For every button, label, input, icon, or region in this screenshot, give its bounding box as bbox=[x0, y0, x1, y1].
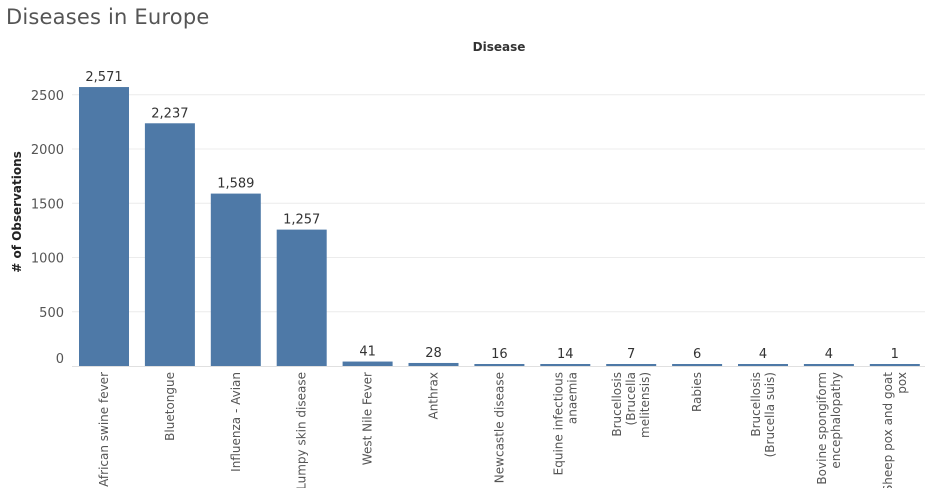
y-tick-label: 1500 bbox=[31, 197, 64, 212]
category-label: African swine fever bbox=[97, 372, 111, 487]
data-label: 4 bbox=[825, 347, 833, 362]
category-labels: African swine fever Bluetongue Influenza -… bbox=[97, 372, 909, 488]
data-label: 1,589 bbox=[217, 177, 254, 192]
category-label: Sheep pox and goat bbox=[881, 372, 895, 488]
y-tick-label: 1000 bbox=[31, 252, 64, 267]
data-label: 2,237 bbox=[151, 106, 188, 121]
category-label: (Brucella suis) bbox=[763, 372, 777, 457]
bar[interactable] bbox=[408, 362, 459, 366]
bar[interactable] bbox=[672, 364, 723, 366]
y-tick-label: 0 bbox=[56, 352, 64, 367]
bar[interactable] bbox=[474, 364, 525, 366]
category-label: pox bbox=[895, 372, 909, 394]
gridlines bbox=[72, 94, 925, 367]
data-label: 28 bbox=[425, 346, 442, 361]
data-label: 1,257 bbox=[283, 213, 320, 228]
category-label: melitensis) bbox=[638, 372, 652, 438]
column-header: Disease bbox=[473, 40, 526, 54]
bar[interactable] bbox=[803, 364, 854, 366]
bar[interactable] bbox=[210, 193, 261, 366]
y-axis-ticks: 0 500 1000 1500 2000 2500 bbox=[31, 89, 64, 367]
category-label: Rabies bbox=[690, 372, 704, 412]
bar[interactable] bbox=[738, 364, 788, 366]
chart-title: Diseases in Europe bbox=[6, 5, 210, 29]
category-label: Lumpy skin disease bbox=[295, 372, 309, 488]
data-label: 4 bbox=[759, 347, 767, 362]
category-label: (Brucella bbox=[624, 372, 638, 425]
y-axis-label: # of Observations bbox=[10, 151, 24, 273]
category-label: Anthrax bbox=[427, 372, 441, 420]
data-label: 41 bbox=[359, 345, 376, 360]
data-label: 16 bbox=[491, 347, 508, 362]
bar[interactable] bbox=[276, 229, 327, 366]
data-label: 2,571 bbox=[85, 70, 122, 85]
bars bbox=[79, 87, 920, 367]
bar[interactable] bbox=[869, 364, 920, 366]
y-tick-label: 2500 bbox=[31, 89, 64, 104]
bar[interactable] bbox=[342, 361, 393, 366]
y-tick-label: 500 bbox=[39, 306, 64, 321]
data-label: 1 bbox=[891, 347, 899, 362]
data-label: 14 bbox=[557, 347, 574, 362]
data-label: 7 bbox=[627, 347, 635, 362]
category-label: Newcastle disease bbox=[492, 372, 506, 483]
y-tick-label: 2000 bbox=[31, 143, 64, 158]
category-label: Bovine spongiform bbox=[815, 372, 829, 485]
category-label: West Nile Fever bbox=[361, 372, 375, 465]
bar[interactable] bbox=[540, 364, 591, 366]
category-label: anaemia bbox=[565, 372, 579, 424]
bar[interactable] bbox=[144, 123, 195, 367]
category-label: Brucellosis bbox=[610, 372, 624, 437]
category-label: encephalopathy bbox=[829, 372, 843, 469]
category-label: Influenza - Avian bbox=[229, 372, 243, 472]
data-label: 6 bbox=[693, 347, 701, 362]
category-label: Brucellosis bbox=[749, 372, 763, 437]
bar[interactable] bbox=[606, 364, 657, 366]
bar[interactable] bbox=[79, 87, 129, 366]
category-label: Equine infectious bbox=[551, 372, 565, 475]
category-label: Bluetongue bbox=[163, 372, 177, 441]
